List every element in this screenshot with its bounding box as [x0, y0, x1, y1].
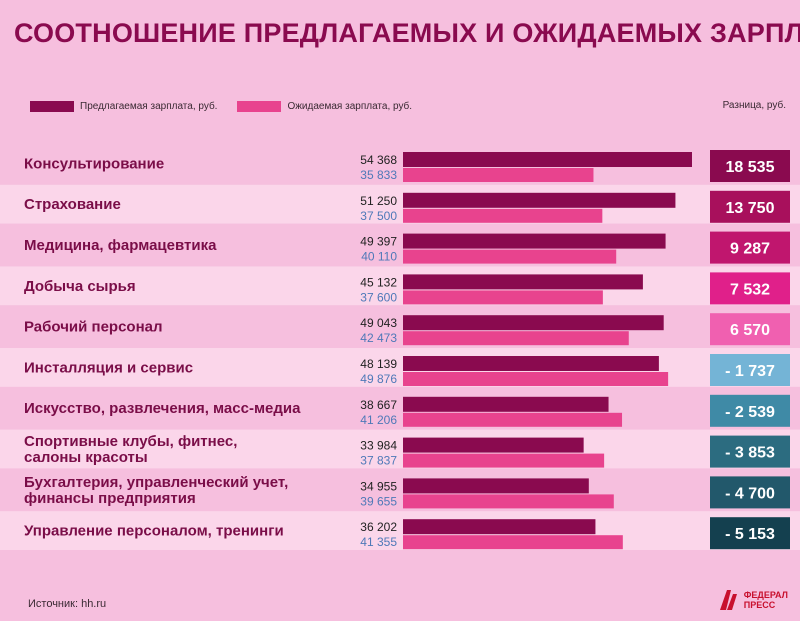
difference-box	[710, 190, 790, 223]
legend-offered-swatch	[30, 100, 74, 112]
expected-bar	[403, 494, 614, 509]
logo-line-1: ФЕДЕРАЛ	[743, 590, 788, 600]
logo: ФЕДЕРАЛ ПРЕСС	[718, 588, 788, 612]
difference-value: - 4 700	[725, 485, 775, 502]
category-label: Управление персоналом, тренинги	[24, 523, 284, 540]
expected-value-label: 35 833	[360, 168, 397, 182]
category-label: Страхование	[24, 196, 121, 213]
offered-bar	[403, 356, 659, 371]
offered-value-label: 48 139	[360, 357, 397, 371]
offered-value-label: 45 132	[360, 275, 397, 289]
expected-bar	[403, 535, 623, 550]
offered-bar	[403, 519, 596, 535]
expected-bar	[403, 453, 605, 468]
difference-value: 13 750	[726, 200, 775, 217]
difference-value: 7 532	[730, 281, 770, 298]
expected-bar	[403, 372, 669, 386]
expected-value-label: 37 837	[360, 454, 397, 468]
category-label-line: финансы предприятия	[24, 490, 196, 507]
offered-value-label: 51 250	[360, 194, 397, 208]
difference-value: 18 535	[726, 159, 775, 176]
legend-expected-label: Ожидаемая зарплата, руб.	[287, 100, 413, 112]
difference-box	[710, 476, 790, 509]
row-background	[0, 429, 800, 469]
expected-bar	[403, 168, 594, 182]
expected-value-label: 49 876	[360, 372, 397, 386]
row-background	[0, 266, 800, 306]
category-label-line: Спортивные клубы, фитнес,	[24, 433, 237, 450]
chart-legend: Предлагаемая зарплата, руб. Ожидаемая за…	[30, 98, 432, 114]
category-label: Медицина, фармацевтика	[24, 237, 217, 254]
difference-value: 6 570	[730, 322, 770, 339]
expected-value-label: 41 206	[360, 413, 397, 427]
offered-bar	[403, 233, 666, 249]
expected-value-label: 37 500	[360, 209, 397, 223]
expected-bar	[403, 290, 603, 305]
difference-box	[710, 150, 790, 182]
offered-bar	[403, 437, 584, 453]
difference-box	[710, 435, 790, 468]
expected-value-label: 39 655	[360, 494, 397, 508]
logo-icon	[719, 590, 737, 610]
offered-bar	[403, 396, 609, 412]
row-background	[0, 511, 800, 550]
difference-value: - 1 737	[725, 363, 775, 380]
offered-value-label: 34 955	[360, 479, 397, 493]
expected-value-label: 42 473	[360, 331, 397, 345]
category-label: Добыча сырья	[24, 278, 136, 295]
expected-value-label: 40 110	[361, 250, 397, 264]
category-label: Искусство, развлечения, масс-медиа	[24, 400, 301, 417]
difference-box	[710, 272, 790, 305]
offered-value-label: 38 667	[360, 398, 397, 412]
expected-value-label: 41 355	[360, 535, 397, 549]
logo-line-2: ПРЕСС	[743, 600, 776, 610]
difference-value: - 5 153	[725, 526, 775, 543]
difference-value: - 3 853	[725, 445, 775, 462]
offered-bar	[403, 315, 664, 331]
difference-box	[710, 354, 790, 386]
category-label: Консультирование	[24, 155, 164, 172]
offered-bar	[403, 478, 589, 494]
category-label: Рабочий персонал	[24, 319, 163, 336]
source-note: Источник: hh.ru	[28, 598, 107, 610]
offered-value-label: 36 202	[360, 520, 397, 534]
offered-value-label: 49 043	[360, 316, 397, 330]
expected-bar	[403, 412, 623, 427]
page-title: СООТНОШЕНИЕ ПРЕДЛАГАЕМЫХ И ОЖИДАЕМЫХ ЗАР…	[14, 18, 800, 48]
difference-box	[710, 394, 790, 427]
expected-bar	[403, 208, 603, 223]
legend-offered-label: Предлагаемая зарплата, руб.	[80, 100, 218, 112]
legend-expected-swatch	[237, 100, 282, 112]
difference-box	[710, 313, 790, 346]
offered-value-label: 49 397	[360, 235, 397, 249]
expected-bar	[403, 249, 617, 264]
difference-value: 9 287	[730, 241, 770, 258]
difference-header: Разница, руб.	[722, 100, 786, 111]
category-label: Инсталляция и сервис	[24, 359, 193, 376]
offered-bar	[403, 274, 643, 290]
category-label-line: Бухгалтерия, управленческий учет,	[24, 474, 288, 491]
offered-value-label: 33 984	[360, 439, 397, 453]
category-label: Бухгалтерия, управленческий учет, финансы…	[24, 474, 288, 507]
difference-value: - 2 539	[725, 404, 775, 421]
expected-bar	[403, 331, 629, 346]
expected-value-label: 37 600	[360, 290, 397, 304]
difference-box	[710, 231, 790, 264]
category-label: Спортивные клубы, фитнес, салоны красоты	[24, 433, 237, 466]
offered-value-label: 54 368	[360, 153, 397, 167]
difference-box	[710, 517, 790, 550]
offered-bar	[403, 152, 692, 167]
offered-bar	[403, 192, 676, 208]
category-label-line: салоны красоты	[24, 449, 148, 466]
